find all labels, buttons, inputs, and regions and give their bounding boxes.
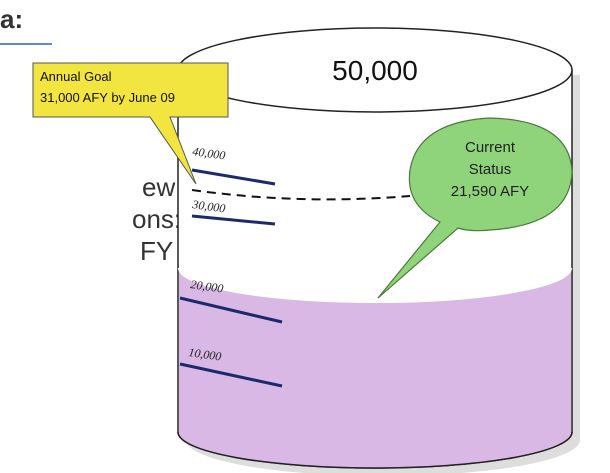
status-text: Status [469,161,512,178]
fill-level [179,268,571,468]
goal-line [191,189,411,201]
side-text: ew [142,172,175,202]
status-text: Current [465,139,516,156]
cylinder-bottom [177,431,573,469]
scale-line [191,168,276,186]
goal-callout [32,62,229,185]
fill-surface [178,267,572,303]
goal-text: 31,000 AFY by June 09 [40,90,175,105]
status-callout [377,117,573,299]
scale-label: 30,000 [191,197,227,216]
scale-line [191,214,276,226]
side-heading: a: [0,4,23,34]
scale-line [179,296,283,324]
status-text: 21,590 AFY [451,183,529,200]
side-text: ons: [132,204,181,234]
scale-label: 40,000 [192,144,227,162]
side-text: FY [140,236,173,266]
goal-title: Annual Goal [40,69,112,84]
scale-label: 20,000 [190,277,225,295]
scale-line [179,362,283,388]
scale-label: 10,000 [188,345,223,363]
capacity-label: 50,000 [332,55,418,86]
